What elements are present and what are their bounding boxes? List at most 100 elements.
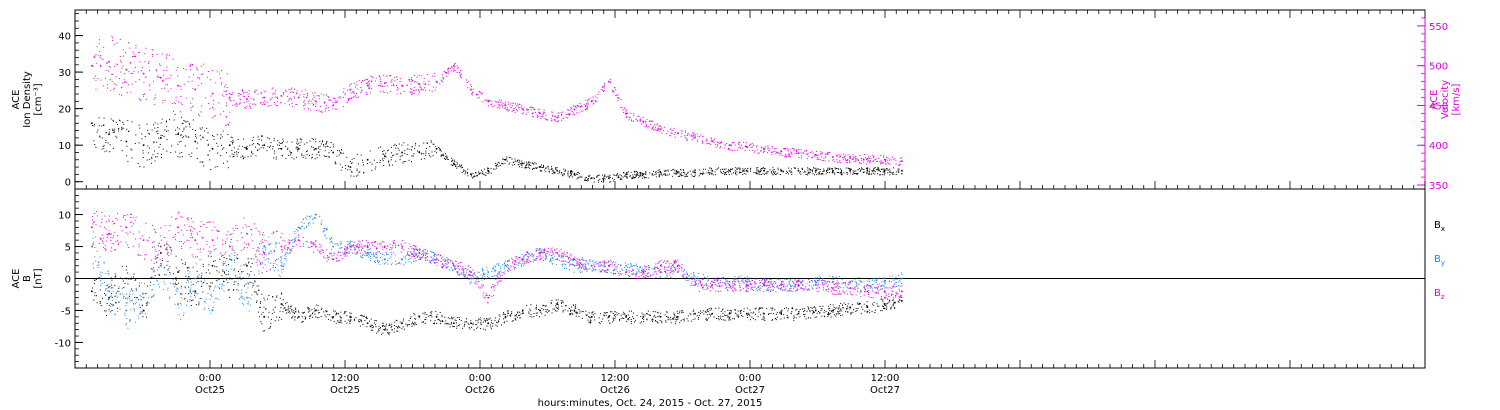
- velocity-series-sample: [456, 67, 458, 69]
- density-series-sample: [97, 129, 99, 131]
- velocity-series-sample: [661, 132, 663, 134]
- density-series-sample: [487, 169, 489, 171]
- bx-series-sample: [759, 307, 761, 309]
- density-series-sample: [862, 172, 864, 174]
- density-series-sample: [301, 153, 303, 155]
- by-series-sample: [294, 238, 296, 240]
- density-series-sample: [498, 162, 500, 164]
- velocity-series-sample: [140, 99, 142, 101]
- by-series-sample: [698, 283, 700, 285]
- bx-series-sample: [893, 303, 895, 305]
- velocity-series-sample: [276, 101, 278, 103]
- velocity-series-sample: [816, 158, 818, 160]
- velocity-series-sample: [319, 111, 321, 113]
- density-series-sample: [330, 141, 332, 143]
- density-series-sample: [231, 153, 233, 155]
- bx-series-sample: [541, 307, 543, 309]
- bx-series-sample: [269, 327, 271, 329]
- velocity-series-sample: [803, 152, 805, 154]
- density-series-sample: [756, 171, 758, 173]
- density-series-sample: [896, 171, 898, 173]
- bx-series-sample: [514, 318, 516, 320]
- density-series-sample: [185, 126, 187, 128]
- by-series-sample: [117, 310, 119, 312]
- by-series-sample: [766, 282, 768, 284]
- bx-series-sample: [187, 293, 189, 295]
- density-series-sample: [615, 175, 617, 177]
- bx-series-sample: [222, 270, 224, 272]
- density-series-sample: [644, 177, 646, 179]
- bx-series-sample: [536, 304, 538, 306]
- velocity-series-sample: [460, 76, 462, 78]
- velocity-series-sample: [228, 92, 230, 94]
- density-series-sample: [878, 168, 880, 170]
- bx-series-sample: [586, 314, 588, 316]
- bx-series-sample: [433, 322, 435, 324]
- velocity-series-sample: [587, 103, 589, 105]
- density-series-sample: [756, 173, 758, 175]
- bx-series-sample: [727, 316, 729, 318]
- velocity-series-sample: [689, 134, 691, 136]
- density-series-sample: [789, 170, 791, 172]
- bx-series-sample: [290, 306, 292, 308]
- velocity-series-sample: [252, 103, 254, 105]
- bx-series-sample: [729, 316, 731, 318]
- by-series-sample: [895, 276, 897, 278]
- bx-series-sample: [394, 321, 396, 323]
- velocity-series-sample: [366, 93, 368, 95]
- bx-series-sample: [293, 312, 295, 314]
- velocity-series-sample: [553, 119, 555, 121]
- velocity-series-sample: [806, 158, 808, 160]
- density-series-sample: [620, 178, 622, 180]
- density-series-sample: [126, 155, 128, 157]
- bx-series-sample: [489, 324, 491, 326]
- bx-series-sample: [766, 308, 768, 310]
- velocity-series-sample: [560, 119, 562, 121]
- velocity-series-sample: [390, 81, 392, 83]
- density-series-sample: [527, 166, 529, 168]
- velocity-series-sample: [885, 158, 887, 160]
- bx-series-sample: [112, 304, 114, 306]
- bx-series-sample: [335, 312, 337, 314]
- density-series-sample: [813, 167, 815, 169]
- bx-series-sample: [830, 310, 832, 312]
- velocity-series-sample: [693, 137, 695, 139]
- density-series-sample: [406, 148, 408, 150]
- density-series-sample: [634, 174, 636, 176]
- density-series-sample: [521, 160, 523, 162]
- velocity-series-sample: [534, 112, 536, 114]
- velocity-series-sample: [165, 78, 167, 80]
- bx-series-sample: [803, 314, 805, 316]
- by-series-sample: [192, 290, 194, 292]
- bx-series-sample: [722, 309, 724, 311]
- density-series-sample: [103, 124, 105, 126]
- velocity-series-sample: [760, 150, 762, 152]
- velocity-series-sample: [841, 156, 843, 158]
- density-series-sample: [867, 169, 869, 171]
- density-series-sample: [670, 169, 672, 171]
- density-series-sample: [108, 129, 110, 131]
- velocity-series-sample: [684, 130, 686, 132]
- density-series-sample: [467, 175, 469, 177]
- bx-series-sample: [414, 321, 416, 323]
- velocity-series-sample: [225, 116, 227, 118]
- velocity-series-sample: [224, 86, 226, 88]
- density-series-sample: [196, 147, 198, 149]
- velocity-series-sample: [644, 126, 646, 128]
- by-series-sample: [661, 266, 663, 268]
- bx-series-sample: [166, 264, 168, 266]
- density-series-point: [590, 177, 593, 179]
- velocity-series-sample: [243, 102, 245, 104]
- velocity-series-point: [211, 92, 214, 95]
- velocity-series-sample: [777, 152, 779, 154]
- by-series-sample: [578, 262, 580, 264]
- by-series-sample: [526, 252, 528, 254]
- by-series-sample: [560, 256, 562, 258]
- by-series-sample: [654, 268, 656, 270]
- bx-series-sample: [784, 308, 786, 310]
- bx-series-sample: [189, 289, 191, 291]
- velocity-series-sample: [231, 94, 233, 96]
- bx-series-sample: [223, 257, 225, 259]
- velocity-series-sample: [872, 155, 874, 157]
- velocity-series-sample: [790, 151, 792, 153]
